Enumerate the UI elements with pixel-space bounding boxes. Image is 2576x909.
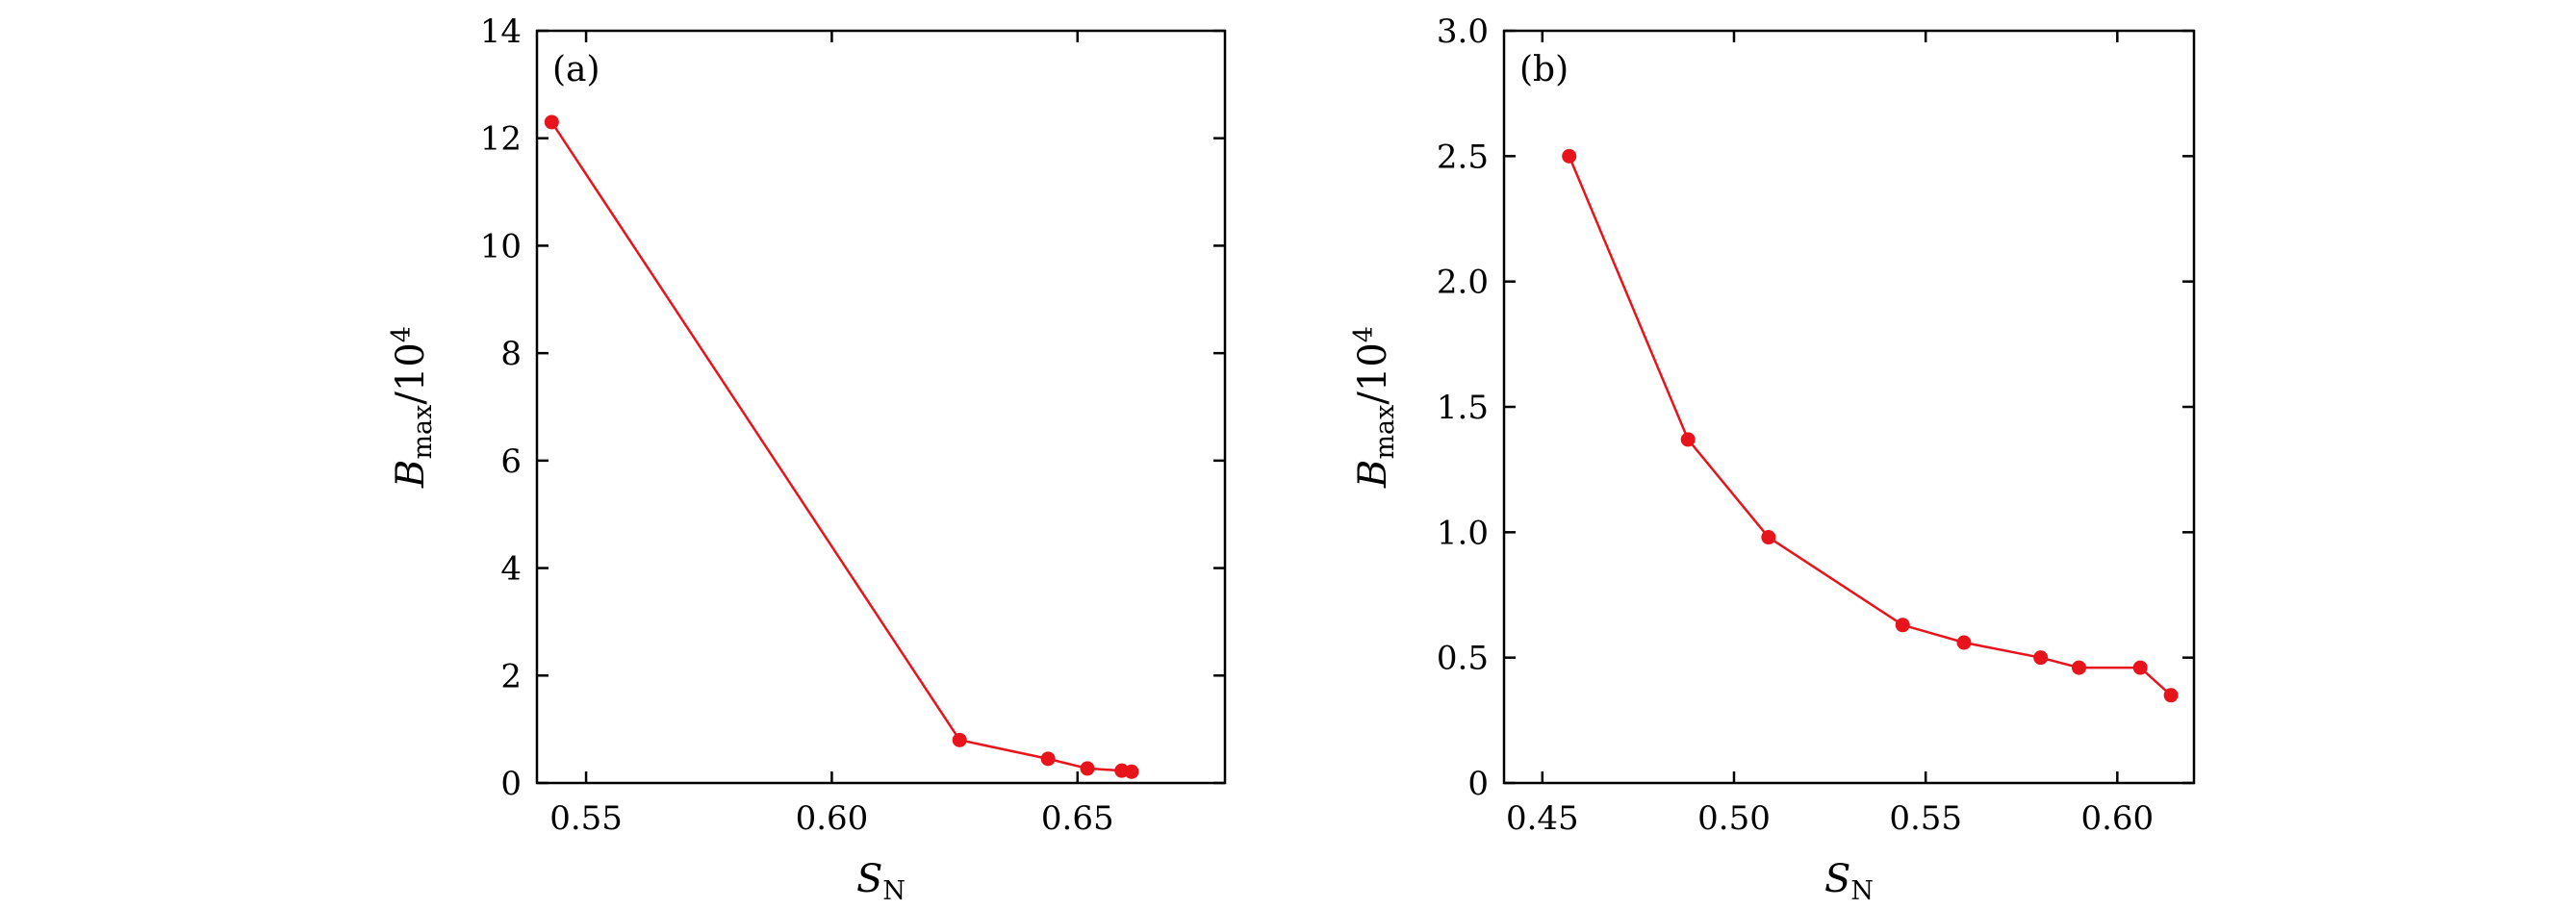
- y-tick-label: 10: [480, 227, 522, 265]
- y-tick-label: 2.0: [1437, 264, 1489, 302]
- y-axis-label: Bmax/104: [387, 326, 438, 489]
- data-point: [1562, 148, 1577, 164]
- y-tick-label: 2: [500, 657, 522, 695]
- panel-label: (a): [552, 50, 600, 89]
- y-tick-label: 1.5: [1437, 389, 1489, 427]
- x-tick-label: 0.45: [1506, 799, 1579, 838]
- data-point: [2033, 650, 2049, 666]
- series-line: [1568, 155, 2172, 696]
- panel-a: 0.55 0.60 0.65 0 2 4 6 8 10 12 14 (a) SN Bmax/104: [387, 13, 1227, 906]
- data-point: [1124, 764, 1139, 779]
- y-tick-label: 3.0: [1437, 13, 1489, 51]
- data-point: [1956, 635, 1972, 650]
- plot-frame: [535, 29, 1227, 785]
- x-axis-label: SN: [856, 857, 905, 906]
- y-tick-label: 12: [480, 120, 522, 159]
- y-tick-label: 8: [500, 335, 522, 373]
- y-tick-label: 4: [500, 550, 522, 589]
- plot-frame: [1502, 29, 2196, 785]
- y-axis-label: Bmax/104: [1349, 326, 1400, 489]
- series-line: [550, 121, 1133, 773]
- y-tick-label: 0: [1467, 765, 1489, 803]
- x-tick-label: 0.55: [1889, 799, 1962, 838]
- y-tick-label: 0.5: [1437, 640, 1489, 678]
- data-point: [2132, 660, 2148, 675]
- data-point: [1761, 530, 1776, 545]
- data-point: [1040, 751, 1056, 767]
- data-point: [1080, 761, 1095, 776]
- y-tick-label: 0: [500, 765, 522, 803]
- x-axis-label: SN: [1824, 857, 1874, 906]
- data-point: [1895, 618, 1910, 633]
- data-point: [2072, 660, 2086, 675]
- data-point: [952, 732, 967, 747]
- data-point: [544, 114, 559, 130]
- data-point: [2163, 688, 2179, 703]
- x-tick-label: 0.60: [796, 799, 869, 838]
- panel-b: 0.45 0.50 0.55 0.60 0 0.5 1.0 1.5 2.0 2.5 3.0 (b) SN…: [1349, 13, 2196, 906]
- x-tick-label: 0.65: [1041, 799, 1114, 838]
- x-tick-label: 0.60: [2080, 799, 2154, 838]
- x-tick-label: 0.50: [1697, 799, 1771, 838]
- y-tick-label: 2.5: [1437, 138, 1489, 176]
- y-tick-label: 14: [480, 13, 522, 51]
- y-tick-label: 1.0: [1437, 514, 1489, 552]
- panel-label: (b): [1519, 50, 1569, 89]
- x-tick-label: 0.55: [549, 799, 623, 838]
- data-point: [1680, 432, 1696, 447]
- y-tick-label: 6: [500, 442, 522, 481]
